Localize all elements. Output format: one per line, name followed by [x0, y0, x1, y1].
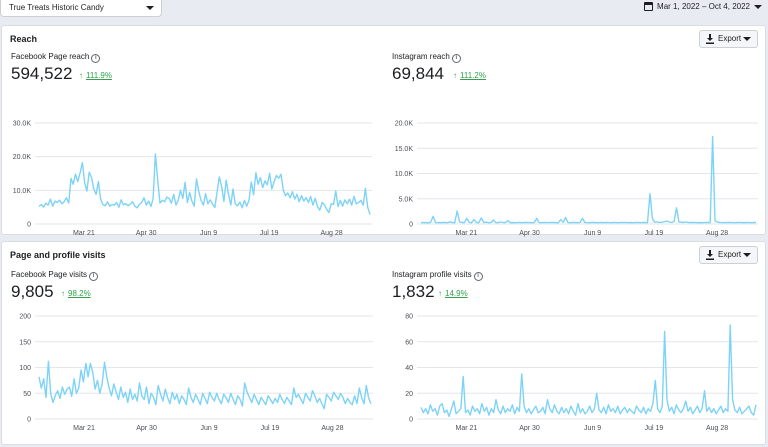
metric-label-text: Instagram reach	[392, 52, 450, 61]
y-tick-label: 200	[19, 314, 31, 321]
metric-change: ↑ 98.2%	[61, 289, 91, 298]
export-label: Export	[718, 34, 742, 43]
y-tick-label: 10.0K	[13, 188, 32, 195]
date-range-label: Mar 1, 2022 – Oct 4, 2022	[657, 2, 750, 11]
export-label: Export	[718, 250, 742, 259]
series-line[interactable]	[420, 324, 757, 418]
chevron-down-icon	[146, 6, 154, 10]
x-tick-label: Apr 30	[519, 425, 540, 432]
metric-fb-visits: Facebook Page visits i 9,805 ↑ 98.2% 0 50 10…	[11, 270, 381, 447]
arrow-up-icon: ↑	[79, 71, 83, 80]
series-line[interactable]	[420, 135, 757, 224]
metric-change: ↑ 14.9%	[438, 289, 468, 298]
metric-value: 594,522	[11, 64, 73, 83]
metric-fb-reach: Facebook Page reach i 594,522 ↑ 111.9% 0 10…	[11, 52, 381, 237]
metric-label: Instagram reach i	[392, 52, 461, 63]
chevron-down-icon	[743, 37, 751, 41]
export-button[interactable]: Export	[699, 30, 758, 48]
info-icon[interactable]: i	[91, 54, 101, 63]
metric-label-text: Facebook Page reach	[11, 52, 90, 61]
x-tick-label: Aug 28	[320, 230, 342, 237]
metric-label: Facebook Page visits i	[11, 270, 99, 281]
y-tick-label: 60	[405, 339, 413, 346]
metric-value: 1,832	[392, 282, 435, 301]
x-tick-label: Mar 21	[73, 425, 95, 432]
metric-change: ↑ 111.9%	[79, 71, 112, 80]
visits-panel: Page and profile visits Export Facebook …	[1, 241, 766, 445]
metric-value: 9,805	[11, 282, 54, 301]
x-tick-label: Apr 30	[136, 230, 157, 237]
y-tick-label: 15.0K	[395, 146, 414, 153]
reach-panel: Reach Export Facebook Page reach i 594,52…	[1, 25, 766, 237]
y-tick-label: 30.0K	[13, 121, 32, 128]
metric-ig-visits: Instagram profile visits i 1,832 ↑ 14.9% 0…	[392, 270, 762, 447]
x-tick-label: Jun 9	[584, 230, 601, 237]
calendar-icon	[644, 2, 654, 11]
metric-label: Facebook Page reach i	[11, 52, 101, 63]
series-line[interactable]	[38, 360, 372, 410]
y-tick-label: 5.0K	[399, 196, 414, 203]
arrow-up-icon: ↑	[453, 71, 457, 80]
x-tick-label: Jul 19	[260, 230, 279, 237]
date-range-picker[interactable]: Mar 1, 2022 – Oct 4, 2022	[642, 0, 764, 16]
fb-visits-chart: 0 50 100 150 200 Mar 21 Apr 30 Jun 9 Jul 19 Aug 2…	[19, 314, 373, 432]
metric-value: 69,844	[392, 64, 444, 83]
y-tick-label: 0	[409, 222, 413, 229]
y-tick-label: 80	[405, 314, 413, 321]
y-tick-label: 100	[19, 365, 31, 372]
ig-reach-chart: 0 5.0K 10.0K 15.0K 20.0K Mar 21 Apr 30 Jun 9 Jul…	[395, 121, 758, 237]
y-tick-label: 20	[405, 391, 413, 398]
metric-change: ↑ 111.2%	[453, 71, 486, 80]
x-tick-label: Mar 21	[73, 230, 95, 237]
metric-change-value[interactable]: 98.2%	[68, 289, 91, 298]
arrow-up-icon: ↑	[438, 289, 442, 298]
x-tick-label: Jun 9	[200, 230, 217, 237]
metric-ig-reach: Instagram reach i 69,844 ↑ 111.2% 0 5.0K 10.…	[392, 52, 762, 237]
x-tick-label: Jul 19	[261, 425, 280, 432]
y-tick-label: 0	[409, 417, 413, 424]
chevron-down-icon	[754, 5, 762, 9]
y-tick-label: 150	[19, 339, 31, 346]
y-tick-label: 0	[27, 222, 31, 229]
y-tick-label: 20.0K	[13, 154, 32, 161]
arrow-up-icon: ↑	[61, 289, 65, 298]
ig-visits-chart: 0 20 40 60 80 Mar 21 Apr 30 Jun 9 Jul 19 Aug 28	[405, 314, 758, 432]
metric-label-text: Facebook Page visits	[11, 270, 88, 279]
info-icon[interactable]: i	[473, 272, 483, 281]
x-tick-label: Jul 19	[645, 230, 664, 237]
metric-change-value[interactable]: 111.2%	[460, 71, 486, 80]
metric-label-text: Instagram profile visits	[392, 270, 472, 279]
info-icon[interactable]: i	[89, 272, 99, 281]
download-icon	[706, 34, 714, 44]
x-tick-label: Aug 28	[706, 230, 728, 237]
x-tick-label: Jun 9	[201, 425, 218, 432]
x-tick-label: Apr 30	[519, 230, 540, 237]
section-title: Reach	[10, 34, 38, 44]
x-tick-label: Mar 21	[456, 425, 478, 432]
metric-change-value[interactable]: 14.9%	[445, 289, 468, 298]
page-selector[interactable]: True Treats Historic Candy	[0, 0, 162, 17]
x-tick-label: Apr 30	[136, 425, 157, 432]
series-line[interactable]	[38, 153, 371, 215]
y-tick-label: 20.0K	[395, 121, 414, 128]
fb-reach-chart: 0 10.0K 20.0K 30.0K Mar 21 Apr 30 Jun 9 Jul 19 A…	[13, 121, 372, 237]
top-bar: True Treats Historic Candy Mar 1, 2022 –…	[0, 0, 768, 22]
y-tick-label: 50	[23, 391, 31, 398]
y-tick-label: 0	[27, 417, 31, 424]
x-tick-label: Mar 21	[456, 230, 478, 237]
info-icon[interactable]: i	[451, 54, 461, 63]
x-tick-label: Jul 19	[645, 425, 664, 432]
x-tick-label: Aug 28	[321, 425, 343, 432]
y-tick-label: 40	[405, 365, 413, 372]
y-tick-label: 10.0K	[395, 171, 414, 178]
export-button[interactable]: Export	[699, 246, 758, 264]
metric-label: Instagram profile visits i	[392, 270, 483, 281]
section-title: Page and profile visits	[10, 250, 106, 260]
x-tick-label: Jun 9	[584, 425, 601, 432]
x-tick-label: Aug 28	[706, 425, 728, 432]
metric-change-value[interactable]: 111.9%	[86, 71, 112, 80]
chevron-down-icon	[743, 253, 751, 257]
page-selector-label: True Treats Historic Candy	[9, 3, 104, 12]
download-icon	[706, 250, 714, 260]
